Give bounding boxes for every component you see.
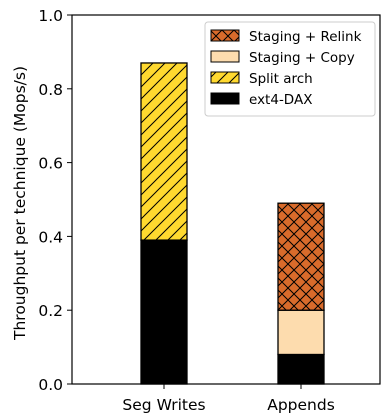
legend-swatch <box>210 92 240 105</box>
legend-swatch <box>210 71 240 84</box>
y-axis-label: Throughput per technique (Mops/s) <box>11 66 29 341</box>
y-tick-label: 0.6 <box>38 155 63 173</box>
legend-label: ext4-DAX <box>249 92 312 108</box>
y-tick-label: 0.0 <box>38 376 63 394</box>
y-tick-label: 0.2 <box>38 302 63 320</box>
y-tick-label: 0.8 <box>38 81 63 99</box>
x-tick-label: Seg Writes <box>122 396 205 413</box>
plot-frame <box>71 14 381 385</box>
y-tick-label: 1.0 <box>38 7 63 25</box>
bar-staging-relink-appends <box>277 202 325 311</box>
x-tick-label: Appends <box>267 396 335 413</box>
legend-box <box>204 21 376 117</box>
legend-label: Split arch <box>249 71 313 87</box>
bar-ext4-dax-seg-writes <box>140 239 188 385</box>
axes <box>71 14 381 385</box>
bar-ext4-dax-appends <box>277 353 325 385</box>
legend-label: Staging + Relink <box>249 29 362 45</box>
legend-swatch <box>210 50 240 63</box>
legend: Staging + Relink Staging + Copy Split arch… <box>204 21 376 117</box>
bars <box>140 62 325 385</box>
bar-split-arch-seg-writes <box>140 62 188 241</box>
x-tick-labels: Seg Writes Appends <box>122 384 335 413</box>
legend-swatch <box>210 29 240 42</box>
bar-staging-copy-appends <box>277 309 325 356</box>
legend-label: Staging + Copy <box>249 50 355 66</box>
y-tick-labels: 0.0 0.2 0.4 0.6 0.8 1.0 <box>38 7 72 394</box>
y-tick-label: 0.4 <box>38 228 63 246</box>
